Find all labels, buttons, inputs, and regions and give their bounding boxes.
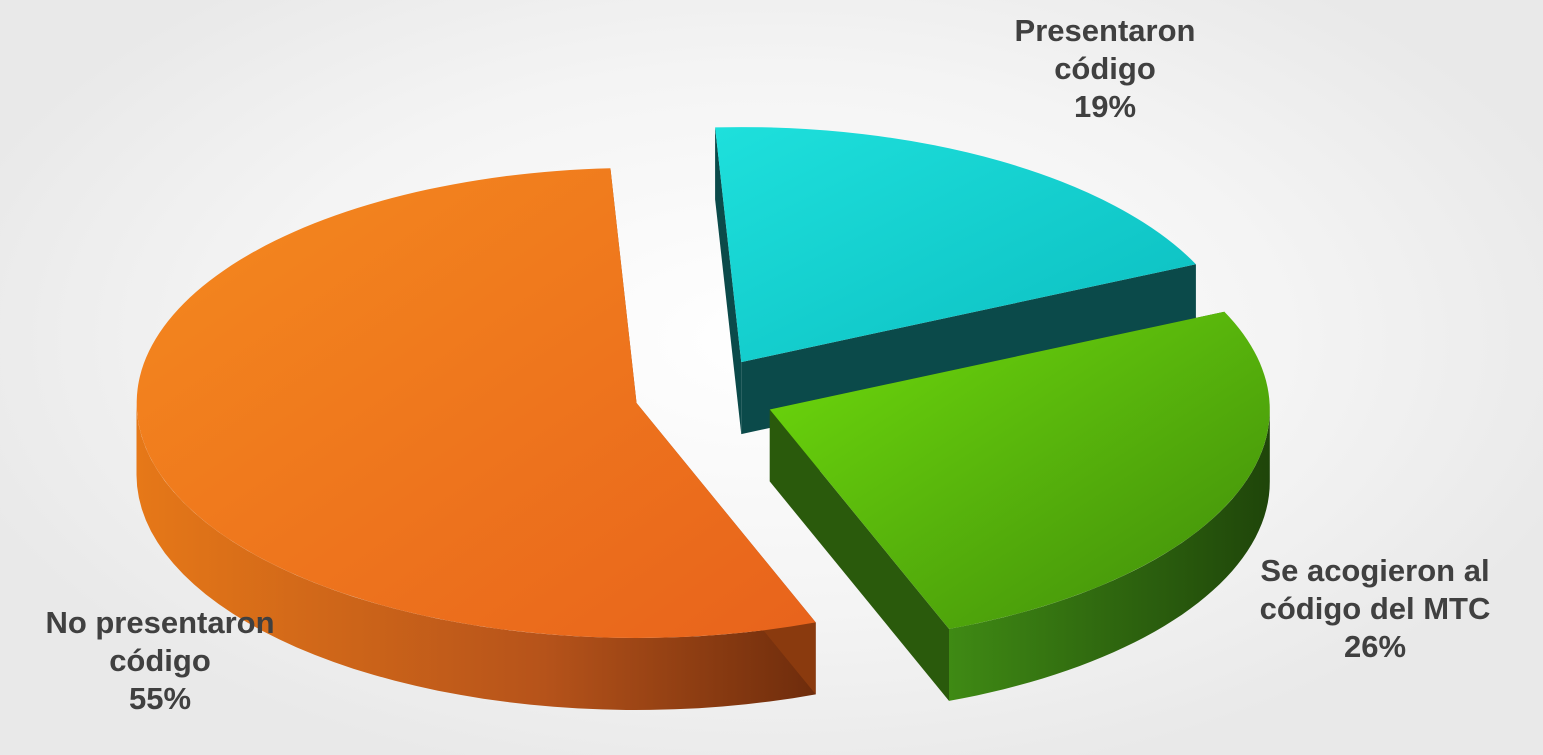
slice-not_presented (136, 168, 816, 638)
label-not-presented-line2: código (109, 643, 211, 678)
slice-side-mtc (949, 409, 1270, 701)
slice-side-not_presented (136, 403, 816, 710)
slice-cut-mtc-1 (769, 409, 949, 701)
label-mtc-line2: código del MTC (1259, 591, 1491, 626)
label-mtc-value: 26% (1343, 629, 1407, 664)
label-presented: Presentaron código 19% (955, 12, 1255, 126)
label-not-presented-value: 55% (128, 681, 192, 716)
label-not-presented: No presentaron código 55% (0, 604, 320, 718)
label-not-presented-line1: No presentaron (45, 605, 275, 640)
label-mtc: Se acogieron al código del MTC 26% (1215, 552, 1535, 666)
label-mtc-line1: Se acogieron al (1260, 553, 1490, 588)
slice-presented (715, 127, 1196, 363)
label-presented-line2: código (1054, 51, 1156, 86)
label-presented-line1: Presentaron (1014, 13, 1196, 48)
slice-mtc (769, 311, 1270, 629)
label-presented-value: 19% (1073, 89, 1137, 124)
slice-cut-presented-0 (715, 127, 742, 435)
